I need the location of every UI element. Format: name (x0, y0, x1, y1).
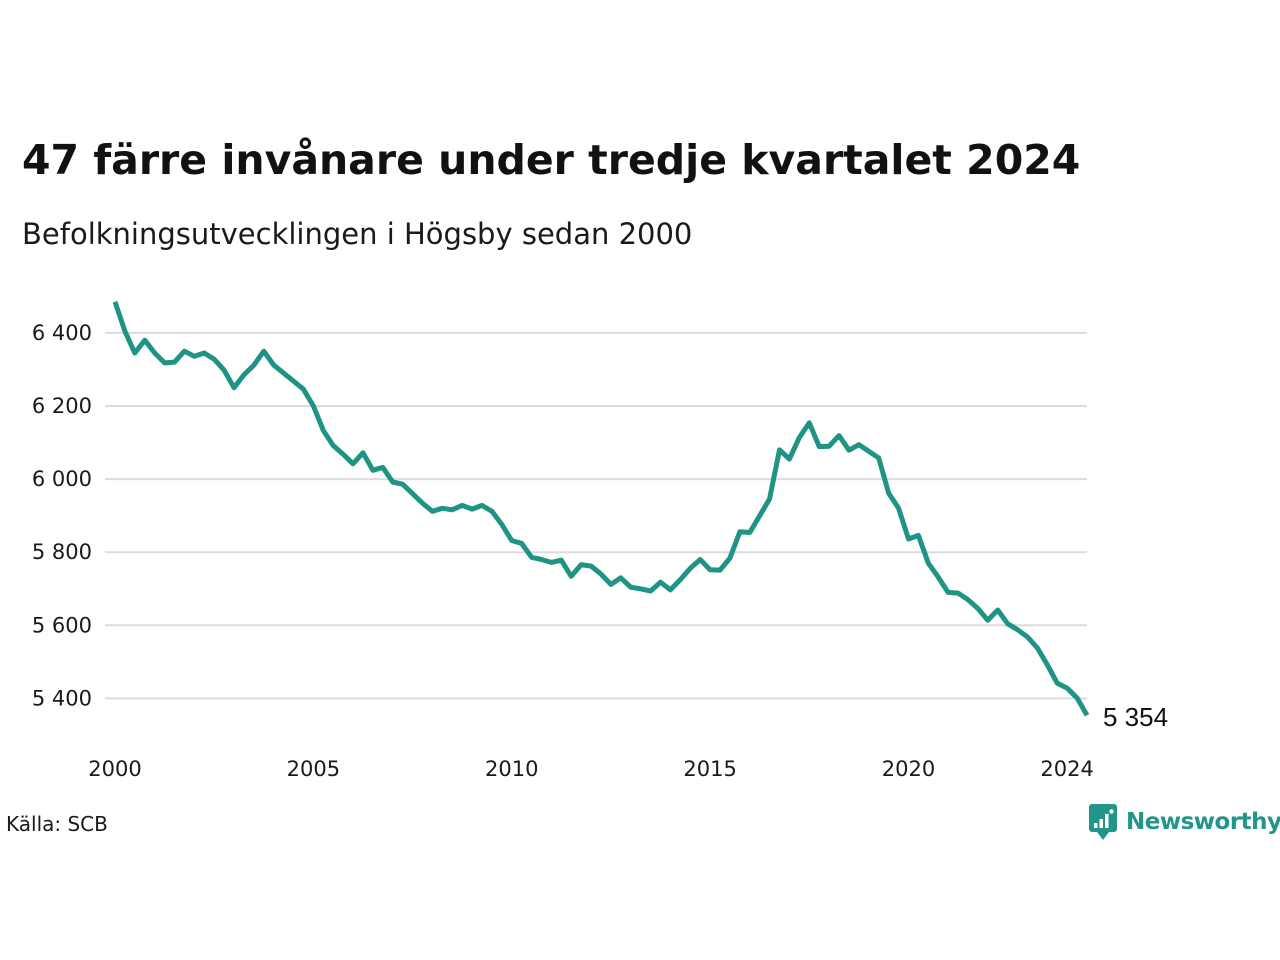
source-note: Källa: SCB (6, 812, 108, 836)
chart-title: 47 färre invånare under tredje kvartalet… (22, 136, 1081, 184)
y-axis: 5 400 5 600 5 800 6 000 6 200 6 400 (32, 321, 92, 711)
y-tick-label: 6 400 (32, 321, 92, 345)
newsworthy-logo-icon (1089, 804, 1117, 840)
x-tick-label: 2010 (485, 757, 538, 781)
brand-name: Newsworthy (1126, 809, 1280, 835)
x-tick-label: 2015 (683, 757, 736, 781)
y-tick-label: 5 600 (32, 613, 92, 637)
gridlines (105, 331, 1087, 700)
population-line (112, 300, 1090, 717)
x-axis: 2000 2005 2010 2015 2020 2024 (88, 757, 1094, 781)
plot-area: 5 354 (112, 300, 1168, 732)
y-tick-label: 6 000 (32, 467, 92, 491)
x-tick-label: 2024 (1040, 757, 1093, 781)
brand-logo: Newsworthy (1088, 802, 1280, 842)
x-tick-label: 2000 (88, 757, 141, 781)
y-tick-label: 5 800 (32, 540, 92, 564)
chart-subtitle: Befolkningsutvecklingen i Högsby sedan 2… (22, 217, 693, 251)
x-tick-label: 2005 (287, 757, 340, 781)
y-tick-label: 5 400 (32, 686, 92, 710)
y-tick-label: 6 200 (32, 394, 92, 418)
x-tick-label: 2020 (882, 757, 935, 781)
end-value-label: 5 354 (1103, 702, 1168, 732)
